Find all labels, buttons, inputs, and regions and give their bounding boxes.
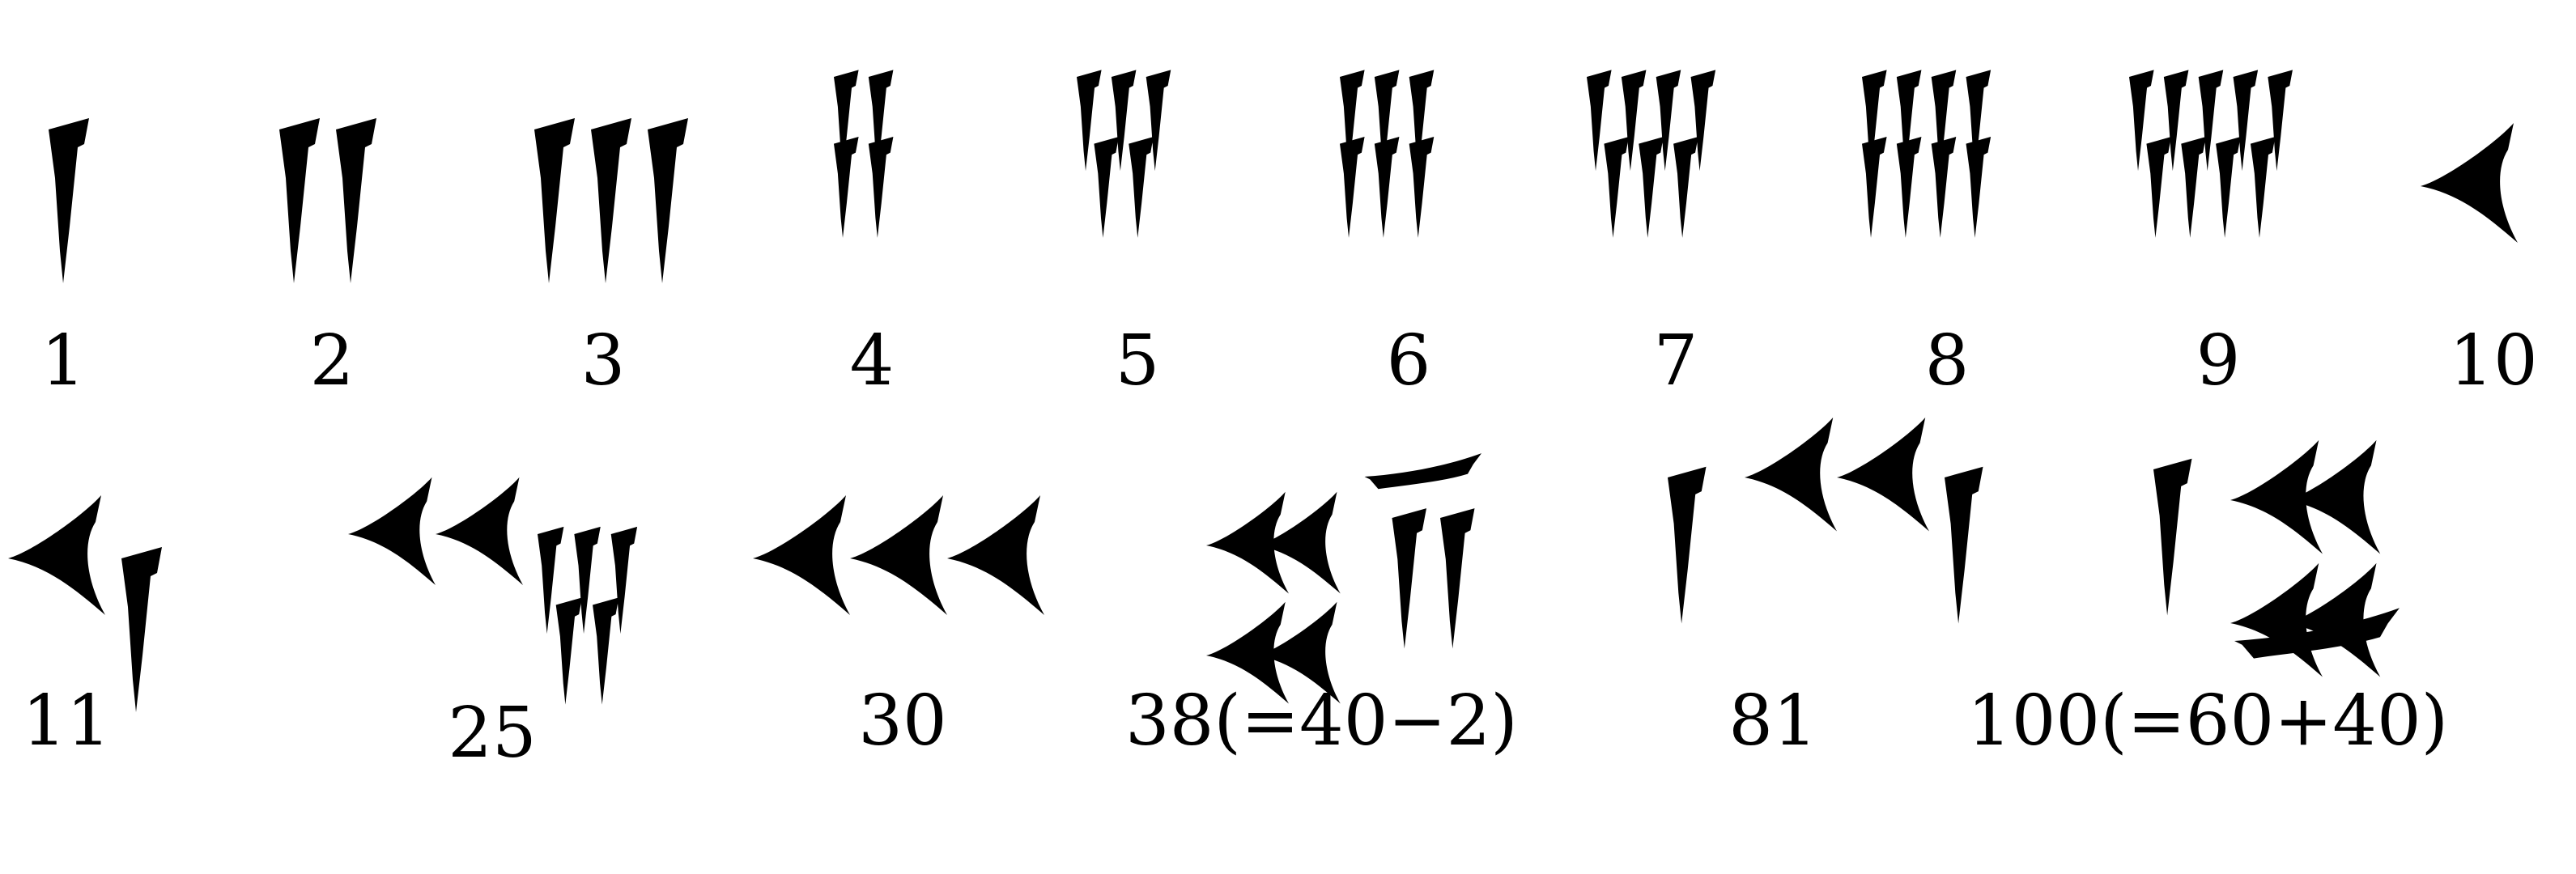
vertical-wedge-glyph xyxy=(121,547,162,712)
corner-wedge-glyph xyxy=(753,495,850,615)
numeral-100-sign xyxy=(2153,439,2400,677)
corner-wedge-glyph xyxy=(1745,417,1837,532)
numeral-8-sign xyxy=(1862,70,1992,238)
vertical-wedge-glyph xyxy=(1673,137,1698,238)
numeral-4-sign xyxy=(834,70,894,238)
vertical-wedge-glyph xyxy=(1374,137,1400,238)
numeral-5-sign xyxy=(1077,70,1171,238)
vertical-wedge-glyph xyxy=(591,118,631,283)
subtractive-sign-glyph xyxy=(1364,453,1481,490)
numeral-1-label: 1 xyxy=(41,320,86,401)
vertical-wedge-glyph xyxy=(1945,466,1983,624)
row-2: 11 25 30 38(=40−2) 81 100(=60+40) xyxy=(8,417,2448,774)
vertical-wedge-glyph xyxy=(593,597,619,705)
numeral-30-sign xyxy=(753,495,1044,615)
numeral-25-sign xyxy=(348,477,638,705)
numeral-10-sign xyxy=(2421,123,2518,243)
corner-wedge-glyph xyxy=(348,477,436,585)
vertical-wedge-glyph xyxy=(1966,137,1992,238)
vertical-wedge-glyph xyxy=(648,118,688,283)
vertical-wedge-glyph xyxy=(555,597,583,705)
numeral-38-sign xyxy=(1206,453,1481,704)
vertical-wedge-glyph xyxy=(1604,137,1630,238)
numeral-25-label: 25 xyxy=(448,693,536,774)
numeral-2-sign xyxy=(279,118,376,283)
numeral-11-label: 11 xyxy=(22,681,110,762)
vertical-wedge-glyph xyxy=(534,118,575,283)
vertical-wedge-glyph xyxy=(1409,137,1435,238)
vertical-wedge-glyph xyxy=(1146,70,1171,172)
vertical-wedge-glyph xyxy=(1639,137,1664,238)
vertical-wedge-glyph xyxy=(1931,137,1957,238)
numeral-3-label: 3 xyxy=(581,320,626,401)
vertical-wedge-glyph xyxy=(2268,70,2293,172)
numeral-3-sign xyxy=(534,118,688,283)
numeral-81-sign xyxy=(1668,417,1983,624)
numeral-81-label: 81 xyxy=(1728,681,1817,762)
vertical-wedge-glyph xyxy=(1668,466,1707,624)
corner-wedge-glyph xyxy=(850,495,947,615)
vertical-wedge-glyph xyxy=(2153,458,2192,616)
vertical-wedge-glyph xyxy=(2250,137,2276,238)
numeral-10-label: 10 xyxy=(2449,320,2537,401)
vertical-wedge-glyph xyxy=(1440,508,1475,649)
numeral-2-label: 2 xyxy=(310,320,355,401)
vertical-wedge-glyph xyxy=(1896,137,1922,238)
numeral-7-sign xyxy=(1587,70,1716,238)
numeral-8-label: 8 xyxy=(1925,320,1970,401)
corner-wedge-glyph xyxy=(2421,123,2518,243)
vertical-wedge-glyph xyxy=(1129,137,1154,238)
vertical-wedge-glyph xyxy=(868,137,894,238)
numeral-6-sign xyxy=(1340,70,1435,238)
numeral-11-sign xyxy=(8,495,162,712)
numeral-4-label: 4 xyxy=(850,320,895,401)
vertical-wedge-glyph xyxy=(1392,508,1426,649)
numeral-5-label: 5 xyxy=(1116,320,1160,401)
vertical-wedge-glyph xyxy=(49,118,89,283)
vertical-wedge-glyph xyxy=(834,137,859,238)
numeral-7-label: 7 xyxy=(1654,320,1698,401)
numeral-9-sign xyxy=(2129,70,2293,238)
vertical-wedge-glyph xyxy=(2181,137,2206,238)
vertical-wedge-glyph xyxy=(2146,137,2172,238)
numeral-6-label: 6 xyxy=(1387,320,1431,401)
corner-wedge-glyph xyxy=(947,495,1044,615)
vertical-wedge-glyph xyxy=(1340,137,1365,238)
corner-wedge-glyph xyxy=(8,495,105,615)
numeral-9-label: 9 xyxy=(2196,320,2241,401)
numeral-38-label: 38(=40−2) xyxy=(1125,681,1518,762)
numeral-100-label: 100(=60+40) xyxy=(1967,681,2448,762)
vertical-wedge-glyph xyxy=(1690,70,1716,172)
corner-wedge-glyph xyxy=(436,477,523,585)
corner-wedge-glyph xyxy=(1837,417,1929,532)
vertical-wedge-glyph xyxy=(336,118,376,283)
vertical-wedge-glyph xyxy=(279,118,320,283)
numeral-1-sign xyxy=(49,118,89,283)
vertical-wedge-glyph xyxy=(1094,137,1120,238)
vertical-wedge-glyph xyxy=(1862,137,1887,238)
numeral-30-label: 30 xyxy=(858,681,946,762)
vertical-wedge-glyph xyxy=(610,526,638,634)
row-1: 1 2 3 4 5 6 7 8 9 10 xyxy=(41,70,2538,401)
vertical-wedge-glyph xyxy=(2216,137,2241,238)
